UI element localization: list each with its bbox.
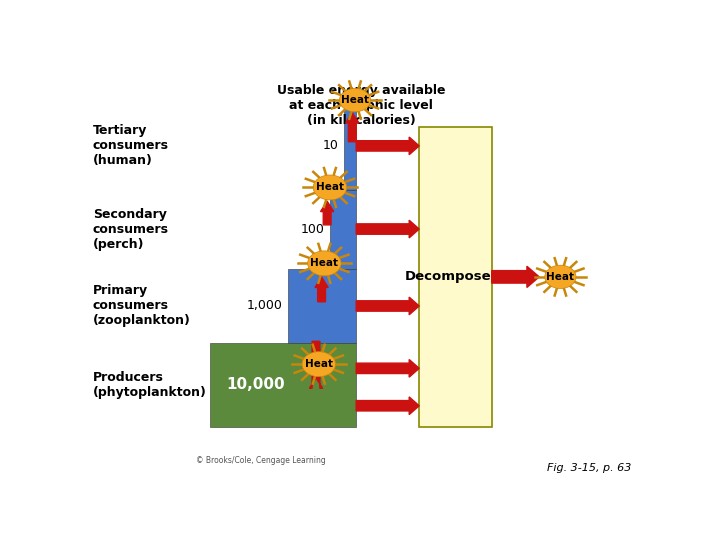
Polygon shape xyxy=(356,397,419,415)
Text: 100: 100 xyxy=(300,222,324,235)
Text: 10: 10 xyxy=(323,139,338,152)
Polygon shape xyxy=(356,360,419,377)
FancyBboxPatch shape xyxy=(330,190,356,268)
Polygon shape xyxy=(492,266,539,287)
FancyBboxPatch shape xyxy=(288,268,356,343)
Polygon shape xyxy=(320,201,334,225)
Circle shape xyxy=(545,265,576,288)
Text: Tertiary
consumers
(human): Tertiary consumers (human) xyxy=(93,124,168,167)
Circle shape xyxy=(339,89,371,112)
Text: Usable energy available
at each trophic level
(in kilocalories): Usable energy available at each trophic … xyxy=(277,84,446,126)
Text: Heat: Heat xyxy=(305,359,333,369)
FancyBboxPatch shape xyxy=(210,343,356,427)
Polygon shape xyxy=(310,341,323,388)
Text: 10,000: 10,000 xyxy=(227,377,285,393)
Circle shape xyxy=(302,352,336,377)
Text: Heat: Heat xyxy=(316,183,344,192)
Polygon shape xyxy=(356,297,419,315)
Circle shape xyxy=(313,175,347,200)
Text: Primary
consumers
(zooplankton): Primary consumers (zooplankton) xyxy=(93,285,191,327)
FancyBboxPatch shape xyxy=(419,127,492,427)
Text: Fig. 3-15, p. 63: Fig. 3-15, p. 63 xyxy=(547,463,631,473)
Text: Heat: Heat xyxy=(341,95,369,105)
Text: Secondary
consumers
(perch): Secondary consumers (perch) xyxy=(93,207,168,251)
Text: Heat: Heat xyxy=(546,272,575,282)
Text: 1,000: 1,000 xyxy=(247,300,282,313)
Polygon shape xyxy=(315,277,328,302)
Text: Producers
(phytoplankton): Producers (phytoplankton) xyxy=(93,371,207,399)
Polygon shape xyxy=(356,220,419,238)
Text: © Brooks/Cole, Cengage Learning: © Brooks/Cole, Cengage Learning xyxy=(196,456,325,465)
Polygon shape xyxy=(356,137,419,155)
FancyBboxPatch shape xyxy=(344,102,356,190)
Text: Heat: Heat xyxy=(310,258,338,268)
Circle shape xyxy=(307,251,341,276)
Polygon shape xyxy=(346,113,359,141)
Text: Decomposers: Decomposers xyxy=(405,271,506,284)
